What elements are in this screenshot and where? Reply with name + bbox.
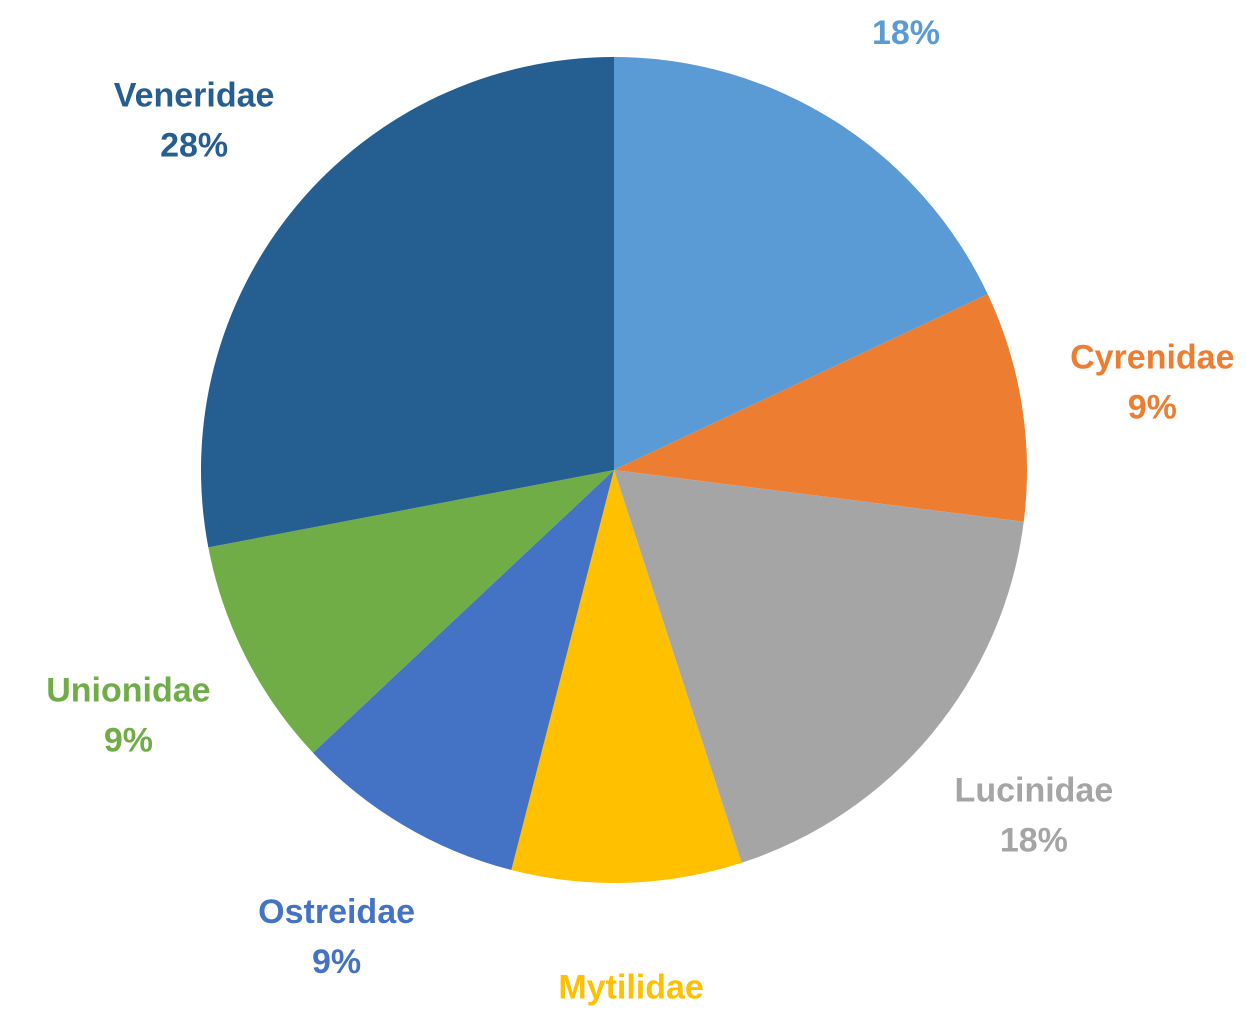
pie-percent-arcidae: 18%	[872, 14, 940, 52]
pie-slice-lucinidae	[614, 470, 1024, 863]
pie-slice-arcidae	[614, 57, 988, 470]
pie-percent-ostreidae: 9%	[312, 943, 361, 981]
pie-label-unionidae: Unionidae	[46, 671, 210, 709]
pie-label-cyrenidae: Cyrenidae	[1070, 339, 1234, 377]
pie-slice-ostreidae	[312, 470, 614, 871]
pie-slice-mytilidae	[511, 470, 742, 883]
pie-percent-unionidae: 9%	[104, 721, 153, 759]
pie-slice-veneridae	[201, 57, 614, 548]
pie-slice-unionidae	[208, 470, 614, 753]
pie-label-lucinidae: Lucinidae	[955, 771, 1114, 809]
pie-label-arcidae: Arcidae	[844, 0, 969, 2]
pie-label-ostreidae: Ostreidae	[258, 893, 415, 931]
pie-slices	[201, 57, 1027, 883]
pie-percent-lucinidae: 18%	[1000, 821, 1068, 859]
pie-slice-cyrenidae	[614, 294, 1027, 522]
pie-percent-cyrenidae: 9%	[1128, 389, 1177, 427]
pie-percent-veneridae: 28%	[160, 127, 228, 165]
pie-label-veneridae: Veneridae	[114, 77, 275, 115]
pie-labels: Arcidae 18% Cyrenidae 9% Lucinidae 18% Mytilid…	[46, 0, 1234, 1007]
pie-label-mytilidae: Mytilidae	[558, 969, 703, 1007]
